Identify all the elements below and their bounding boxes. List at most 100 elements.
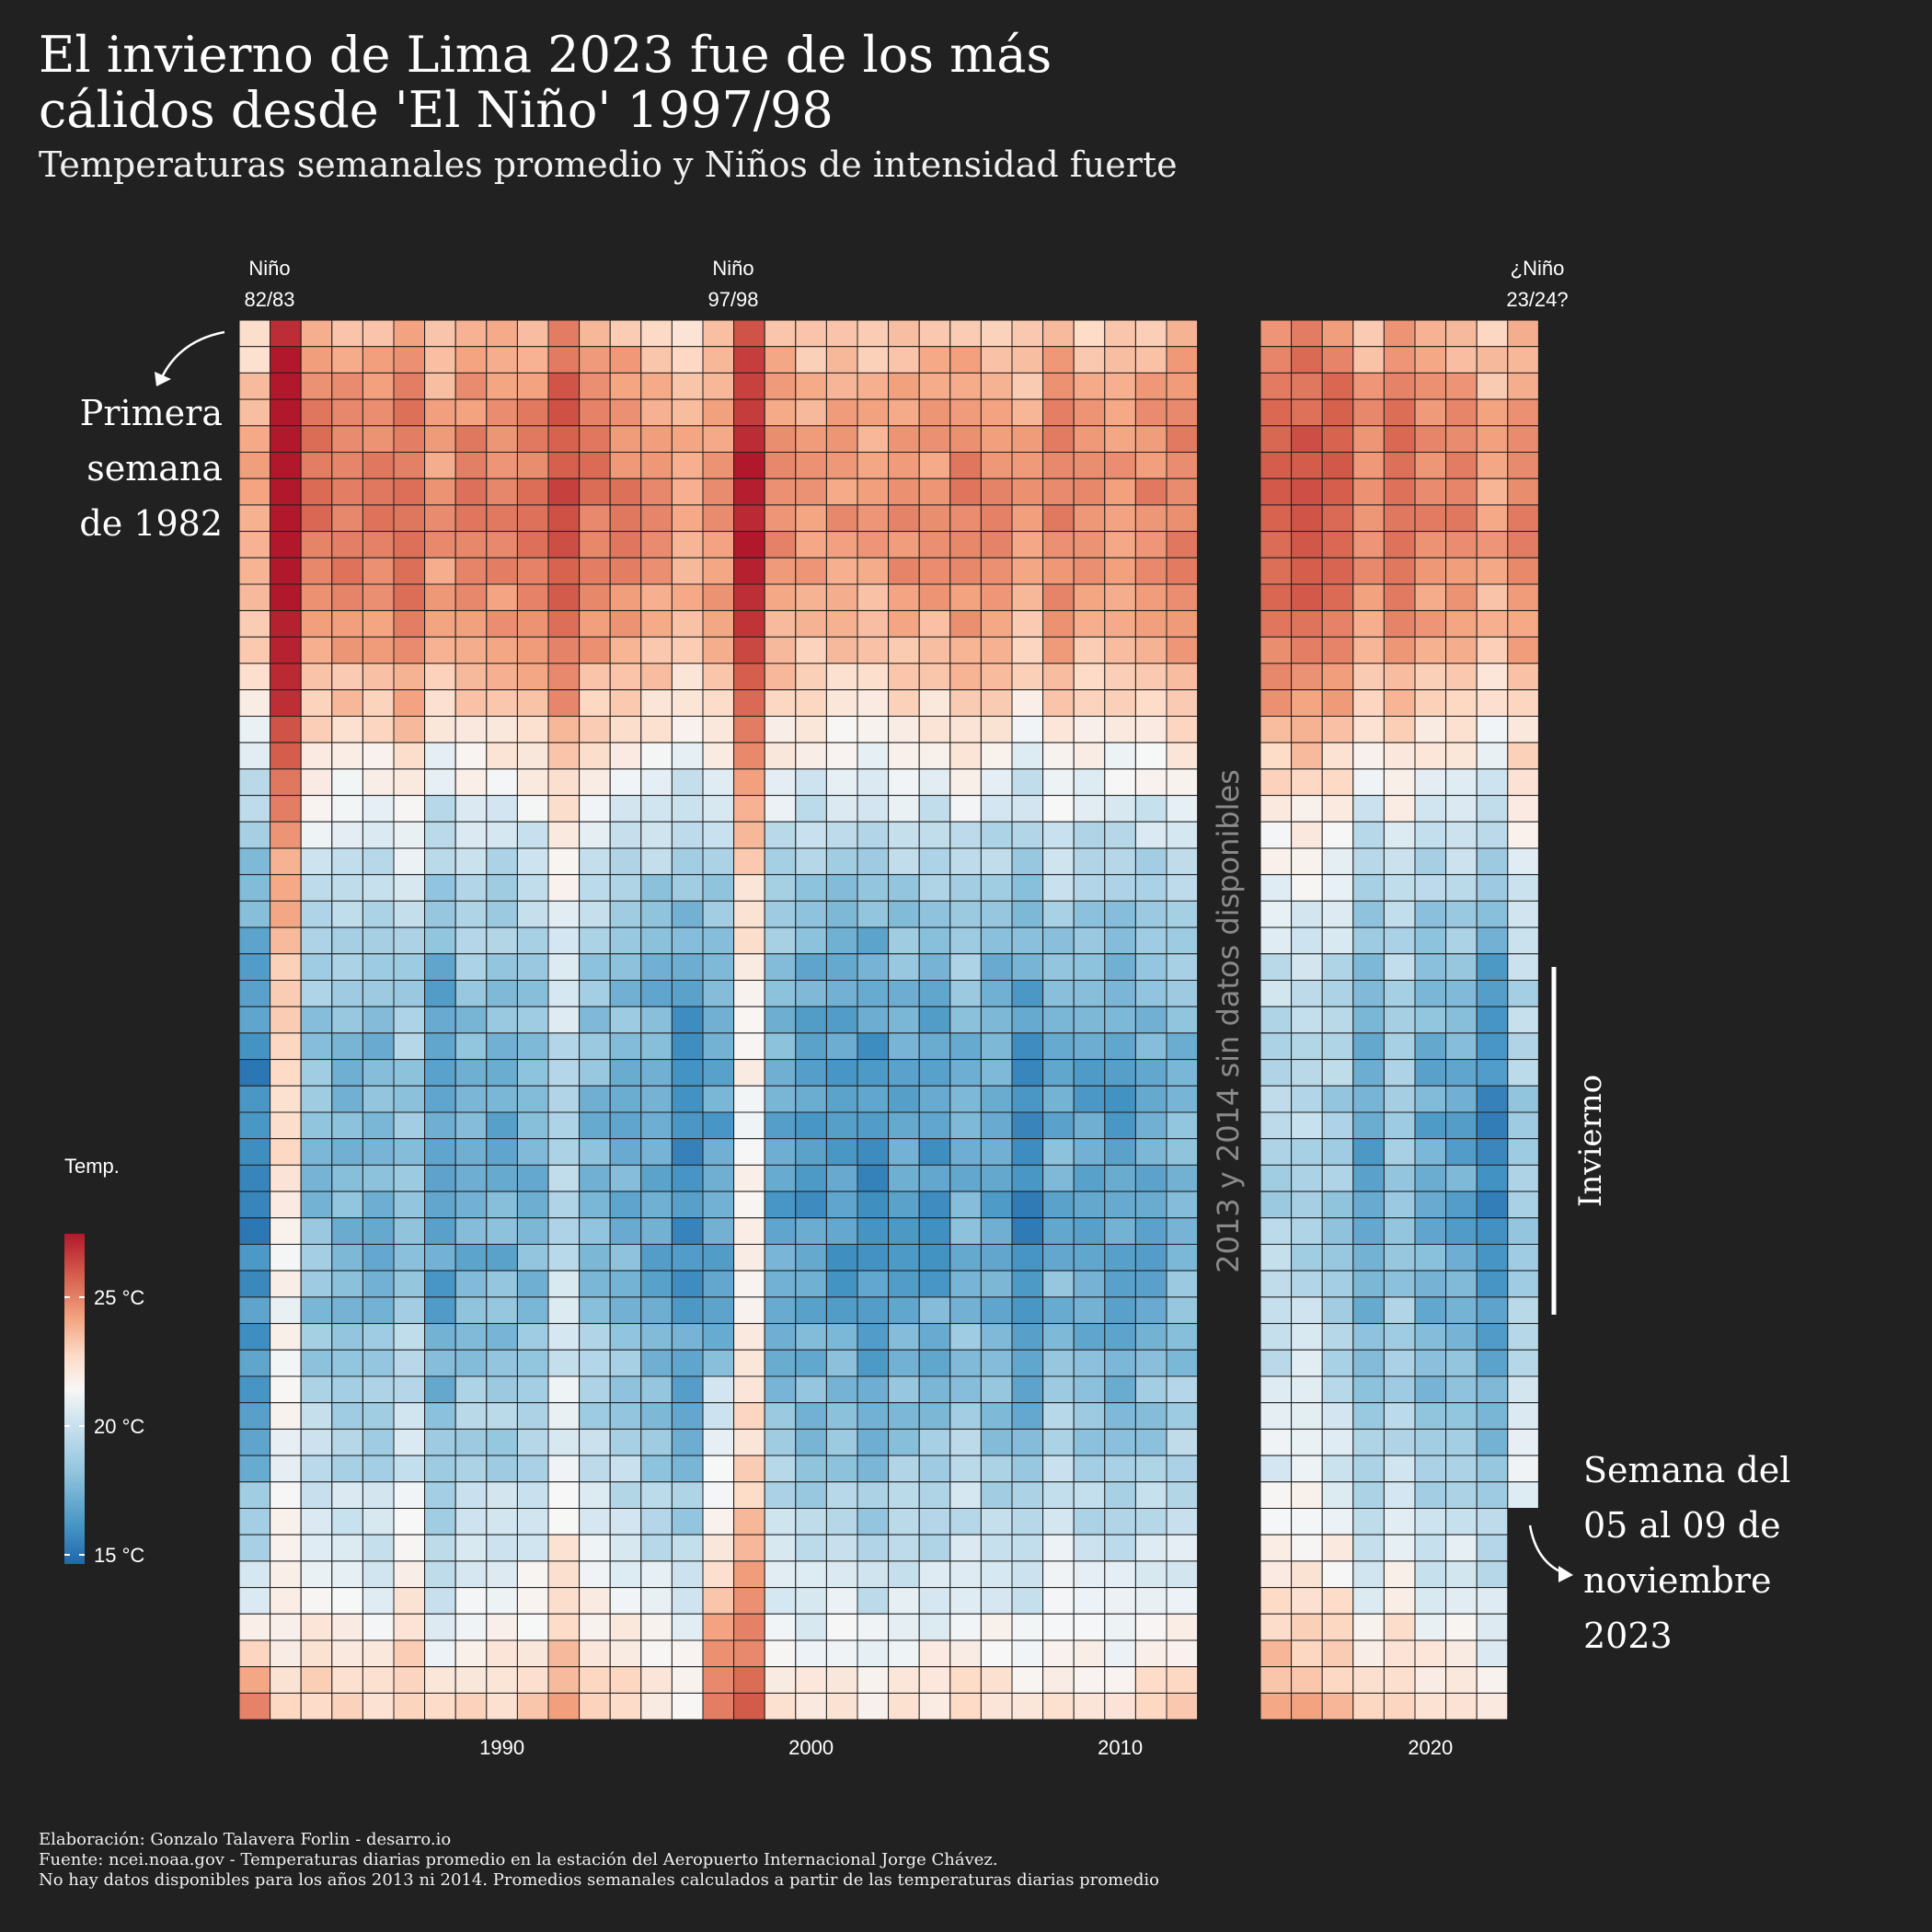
heatmap-cell <box>547 1508 581 1535</box>
heatmap-cell <box>362 1217 395 1246</box>
heatmap-cell <box>764 1349 797 1377</box>
heatmap-cell <box>640 1085 673 1113</box>
heatmap-cell <box>918 1481 951 1510</box>
heatmap-cell <box>1352 477 1385 506</box>
heatmap-cell <box>702 477 735 506</box>
heatmap-cell <box>1507 610 1539 638</box>
heatmap-cell <box>640 1428 673 1456</box>
heatmap-cell <box>1321 1032 1354 1061</box>
heatmap-cell <box>671 795 704 822</box>
heatmap-cell <box>486 398 518 427</box>
heatmap-cell <box>1291 583 1323 612</box>
heatmap-cell <box>764 1059 797 1087</box>
legend-tick-20: 20 °C <box>94 1415 144 1438</box>
heatmap-cell <box>393 1455 426 1483</box>
heatmap-cell <box>486 610 518 638</box>
heatmap-cell <box>1104 1059 1136 1087</box>
heatmap-cell <box>795 1032 827 1061</box>
heatmap-cell <box>980 425 1013 453</box>
heatmap-cell <box>516 1666 549 1694</box>
heatmap-cell <box>1445 716 1478 743</box>
heatmap-cell <box>1321 1560 1354 1589</box>
heatmap-cell <box>733 1534 765 1562</box>
heatmap-cell <box>825 874 858 902</box>
heatmap-cell <box>579 1164 611 1192</box>
heatmap-cell <box>1476 1508 1509 1535</box>
heatmap-cell <box>270 1059 302 1087</box>
heatmap-cell <box>362 1032 395 1061</box>
heatmap-cell <box>1259 742 1293 770</box>
heatmap-cell <box>270 1666 302 1694</box>
heatmap-cell <box>949 1217 982 1246</box>
heatmap-cell <box>300 1006 333 1034</box>
heatmap-cell <box>764 1296 797 1325</box>
heatmap-cell <box>1476 583 1509 612</box>
heatmap-cell <box>888 768 920 797</box>
heatmap-cell <box>1166 1006 1199 1034</box>
heatmap-cell <box>1134 662 1167 691</box>
heatmap-cell <box>1352 1666 1385 1694</box>
heatmap-cell <box>393 980 426 1007</box>
heatmap-cell <box>1042 874 1075 902</box>
heatmap-cell <box>1259 1244 1293 1271</box>
heatmap-cell <box>424 1587 456 1615</box>
heatmap-cell <box>857 1455 890 1483</box>
heatmap-cell <box>516 1692 549 1720</box>
heatmap-cell <box>609 768 642 797</box>
heatmap-cell <box>888 346 920 374</box>
heatmap-cell <box>764 452 797 479</box>
heatmap-cell <box>918 1613 951 1641</box>
heatmap-cell <box>1042 477 1075 506</box>
heatmap-cell <box>825 980 858 1007</box>
heatmap-cell <box>1321 1428 1354 1456</box>
heatmap-cell <box>1507 1244 1539 1271</box>
heatmap-cell <box>270 1323 302 1351</box>
heatmap-cell <box>1104 1190 1136 1219</box>
heatmap-cell <box>1042 1560 1075 1589</box>
heatmap-cell <box>949 1587 982 1615</box>
heatmap-cell <box>270 1508 302 1535</box>
heatmap-cell <box>1134 636 1167 664</box>
heatmap-cell <box>949 953 982 982</box>
heatmap-cell <box>888 452 920 479</box>
heatmap-cell <box>1134 1059 1167 1087</box>
heatmap-cell <box>1291 795 1323 822</box>
heatmap-cell <box>1259 1059 1293 1087</box>
heatmap-cell <box>1134 1111 1167 1140</box>
heatmap-cell <box>516 1138 549 1166</box>
heatmap-cell <box>609 346 642 374</box>
heatmap-cell <box>1507 980 1539 1007</box>
heatmap-cell <box>640 662 673 691</box>
heatmap-cell <box>331 1613 363 1641</box>
heatmap-cell <box>1414 398 1447 427</box>
heatmap-cell <box>764 319 797 348</box>
heatmap-cell <box>1507 425 1539 453</box>
heatmap-cell <box>1321 372 1354 400</box>
heatmap-cell <box>1445 742 1478 770</box>
heatmap-cell <box>671 1692 704 1720</box>
heatmap-cell <box>362 1164 395 1192</box>
heatmap-cell <box>1134 847 1167 876</box>
heatmap-cell <box>424 1244 456 1271</box>
heatmap-cell <box>733 1481 765 1510</box>
heatmap-cell <box>547 926 581 955</box>
heatmap-cell <box>857 1296 890 1325</box>
heatmap-panel-2015-2023 <box>1259 319 1539 1720</box>
heatmap-cell <box>671 1428 704 1456</box>
heatmap-cell <box>1166 398 1199 427</box>
heatmap-cell <box>300 1190 333 1219</box>
heatmap-cell <box>1259 452 1293 479</box>
heatmap-cell <box>795 1164 827 1192</box>
heatmap-cell <box>362 583 395 612</box>
heatmap-cell <box>393 1428 426 1456</box>
heatmap-cell <box>331 742 363 770</box>
heatmap-cell <box>1011 1085 1044 1113</box>
heatmap-cell <box>1291 1692 1323 1720</box>
heatmap-cell <box>1476 477 1509 506</box>
heatmap-cell <box>1291 531 1323 558</box>
heatmap-cell <box>331 980 363 1007</box>
heatmap-cell <box>238 398 271 427</box>
heatmap-cell <box>764 874 797 902</box>
heatmap-cell <box>270 1349 302 1377</box>
heatmap-cell <box>1011 636 1044 664</box>
